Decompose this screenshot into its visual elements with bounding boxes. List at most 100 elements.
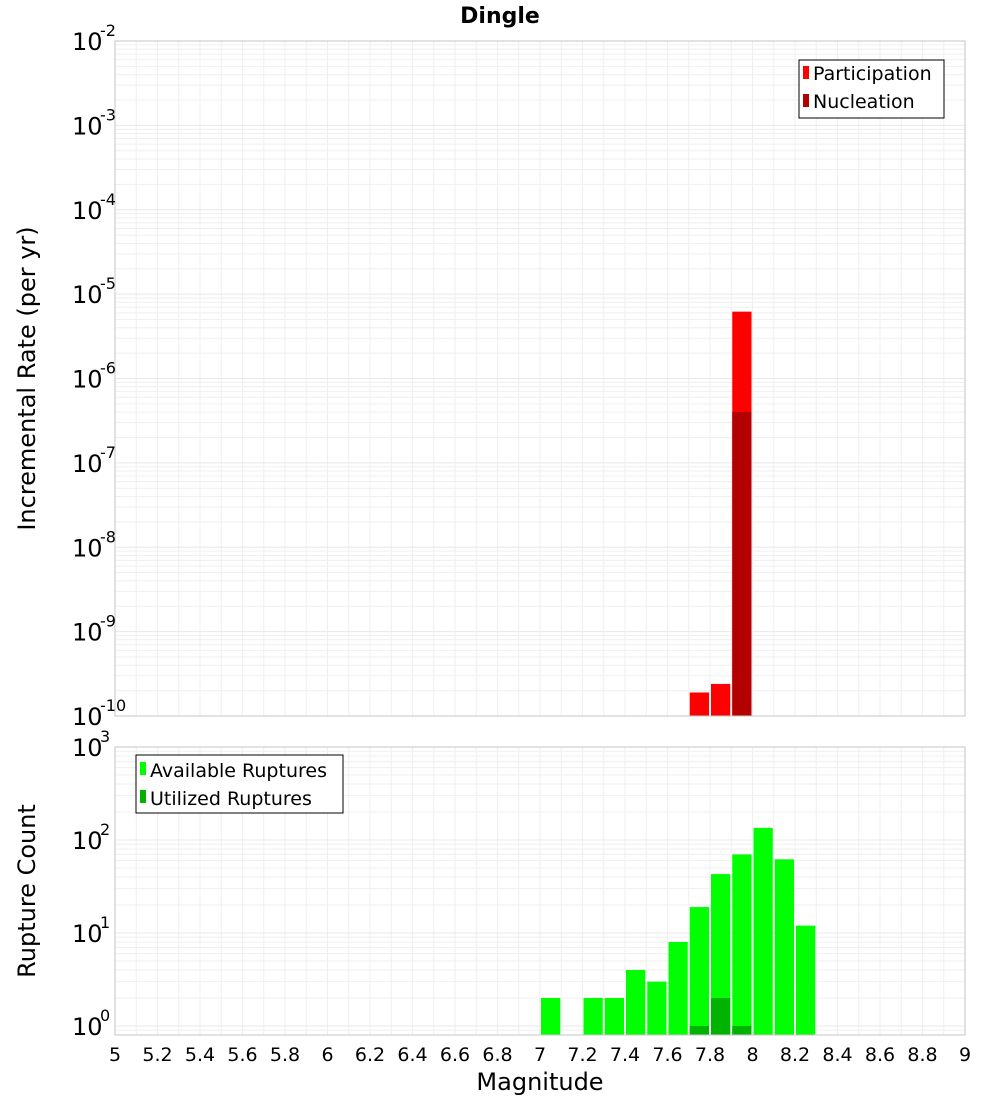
top-legend: Participation Nucleation [798, 59, 945, 119]
y-tick-base: 10 [72, 366, 103, 394]
bar-available-ruptures [541, 997, 561, 1035]
y-tick-label: 10-4 [72, 190, 116, 225]
x-tick-label: 8.6 [865, 1044, 895, 1066]
top-plot-bars [689, 311, 752, 716]
y-tick-base: 10 [72, 28, 103, 56]
y-tick-label: 10-7 [72, 443, 116, 478]
legend-swatch-available-ruptures [140, 762, 146, 775]
y-tick-exponent: -5 [100, 274, 116, 293]
y-tick-exponent: -7 [100, 443, 116, 462]
x-tick-label: 6.8 [482, 1044, 512, 1066]
x-tick-label: 8.4 [822, 1044, 852, 1066]
x-tick-label: 5.8 [270, 1044, 300, 1066]
bar-available-ruptures [583, 997, 603, 1035]
y-tick-exponent: 2 [100, 820, 110, 839]
y-tick-exponent: -3 [100, 105, 116, 124]
y-tick-base: 10 [72, 534, 103, 562]
y-tick-base: 10 [72, 450, 103, 478]
x-tick-label: 6.6 [440, 1044, 470, 1066]
top-y-axis-title: Incremental Rate (per yr) [13, 226, 41, 530]
legend-swatch-participation [803, 66, 809, 79]
y-tick-base: 10 [72, 920, 103, 948]
y-tick-base: 10 [72, 112, 103, 140]
y-tick-exponent: -2 [100, 21, 116, 40]
legend-label-utilized-ruptures: Utilized Ruptures [150, 788, 312, 810]
y-tick-label: 103 [72, 727, 110, 762]
x-axis-title: Magnitude [476, 1068, 603, 1096]
y-tick-label: 101 [72, 913, 110, 948]
x-tick-label: 5 [109, 1044, 121, 1066]
x-tick-label: 7 [534, 1044, 546, 1066]
x-tick-label: 8 [746, 1044, 758, 1066]
x-tick-label: 9 [959, 1044, 971, 1066]
x-tick-label: 6.2 [355, 1044, 385, 1066]
y-tick-exponent: -9 [100, 612, 116, 631]
bar-available-ruptures [732, 854, 752, 1035]
y-tick-exponent: 1 [100, 913, 110, 932]
top-legend-box [798, 59, 945, 119]
y-tick-base: 10 [72, 619, 103, 647]
x-tick-labels: 5 5.2 5.4 5.6 5.8 6 6.2 6.4 6.6 6.8 7 7.2 7.4 7.6 7.8 8… [109, 1044, 971, 1066]
y-tick-exponent: 3 [100, 727, 110, 746]
bar-available-ruptures [796, 925, 816, 1035]
x-tick-label: 5.4 [185, 1044, 215, 1066]
y-tick-exponent: 0 [100, 1006, 110, 1025]
x-tick-label: 6.4 [397, 1044, 427, 1066]
bar-available-ruptures [689, 907, 709, 1035]
y-tick-exponent: -8 [100, 527, 116, 546]
legend-swatch-nucleation [803, 94, 809, 107]
y-tick-label: 10-8 [72, 527, 116, 562]
y-tick-label: 10-2 [72, 21, 116, 56]
y-tick-label: 10-6 [72, 359, 116, 394]
y-tick-exponent: -4 [100, 190, 116, 209]
bar-available-ruptures [774, 859, 794, 1035]
legend-label-participation: Participation [813, 63, 932, 85]
y-tick-label: 10-10 [72, 696, 126, 731]
bar-available-ruptures [604, 997, 624, 1035]
x-tick-label: 8.8 [907, 1044, 937, 1066]
bar-participation [711, 683, 731, 716]
bar-available-ruptures [753, 827, 773, 1035]
chart-title: Dingle [460, 4, 540, 29]
y-tick-label: 10-5 [72, 274, 116, 309]
bottom-y-axis-title: Rupture Count [13, 804, 41, 978]
legend-label-available-ruptures: Available Ruptures [150, 760, 327, 782]
top-plot-frame [114, 40, 966, 717]
x-tick-label: 7.4 [610, 1044, 640, 1066]
bar-nucleation [732, 412, 752, 716]
bottom-legend-box [135, 754, 344, 814]
y-tick-base: 10 [72, 281, 103, 309]
bar-available-ruptures [626, 969, 646, 1035]
bottom-plot-frame [114, 746, 966, 1036]
bar-available-ruptures [711, 874, 731, 1035]
y-tick-exponent: -10 [100, 696, 126, 715]
bar-participation [689, 692, 709, 716]
x-tick-label: 6 [321, 1044, 333, 1066]
top-plot-grid [114, 40, 966, 717]
legend-label-nucleation: Nucleation [813, 91, 915, 113]
x-tick-label: 5.2 [142, 1044, 172, 1066]
y-tick-label: 10-9 [72, 612, 116, 647]
y-tick-label: 10-3 [72, 105, 116, 140]
bar-utilized-ruptures [732, 1025, 752, 1035]
x-tick-label: 5.6 [227, 1044, 257, 1066]
y-tick-base: 10 [72, 197, 103, 225]
bar-utilized-ruptures [689, 1025, 709, 1035]
y-tick-base: 10 [72, 703, 103, 731]
bar-available-ruptures [668, 942, 688, 1035]
y-tick-base: 10 [72, 1013, 103, 1041]
x-tick-label: 7.6 [652, 1044, 682, 1066]
y-tick-base: 10 [72, 734, 103, 762]
y-tick-label: 102 [72, 820, 110, 855]
bottom-plot-bars [541, 827, 816, 1035]
bottom-legend: Available Ruptures Utilized Ruptures [135, 754, 344, 814]
y-tick-base: 10 [72, 827, 103, 855]
x-tick-label: 7.8 [695, 1044, 725, 1066]
y-tick-label: 100 [72, 1006, 110, 1041]
bar-available-ruptures [647, 981, 667, 1035]
legend-swatch-utilized-ruptures [140, 790, 146, 803]
